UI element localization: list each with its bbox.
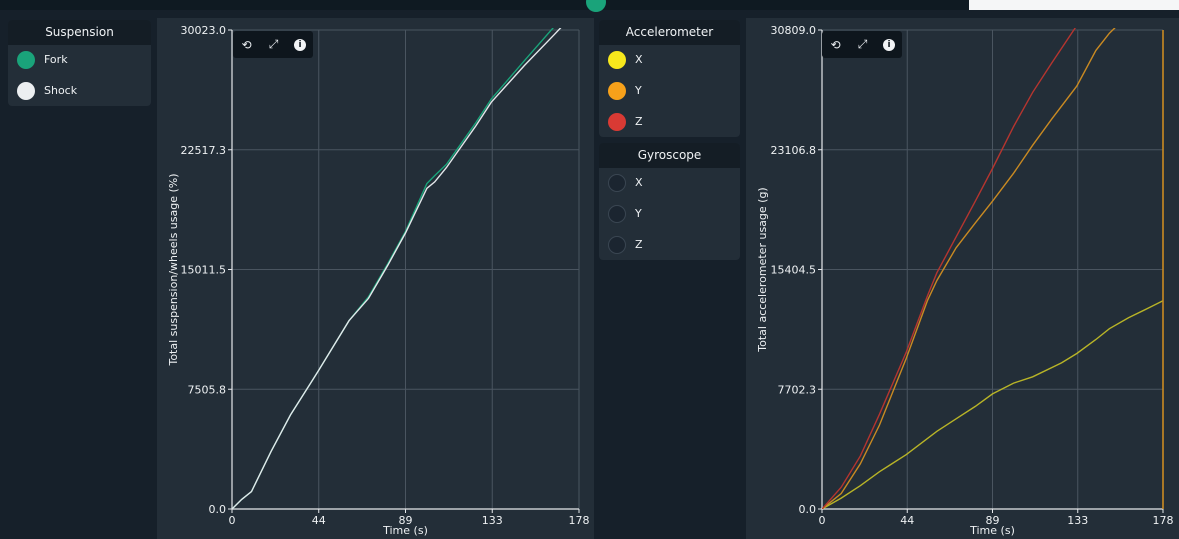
top-bar-right (969, 0, 1179, 10)
gyro-z-color-dot (608, 236, 626, 254)
legend-label: Z (635, 238, 643, 251)
legend-label: Shock (44, 84, 78, 97)
y-tick-label: 15011.5 (181, 264, 227, 277)
x-tick-label: 0 (229, 514, 236, 527)
expand-icon[interactable]: ⤢ (857, 37, 868, 51)
legend-label: X (635, 53, 643, 66)
x-tick-label: 178 (1153, 514, 1174, 527)
gyro-x-color-dot (608, 174, 626, 192)
y-tick-label: 0.0 (209, 503, 227, 516)
expand-icon[interactable]: ⤢ (268, 37, 279, 51)
reset-icon[interactable]: ⟲ (241, 37, 252, 52)
accelerometer-chart-toolbar: ⟲ ⤢ i (822, 31, 902, 58)
y-tick-label: 23106.8 (771, 144, 817, 157)
accelerometer-legend-title: Accelerometer (599, 20, 740, 45)
y-tick-label: 7702.3 (778, 383, 817, 396)
legend-label: X (635, 176, 643, 189)
y-tick-label: 7505.8 (188, 383, 227, 396)
legend-item-shock[interactable]: Shock (8, 76, 151, 106)
series-line-z (822, 28, 1076, 509)
y-tick-label: 30023.0 (181, 24, 227, 37)
legend-label: Z (635, 115, 643, 128)
accelerometer-legend: Accelerometer X Y Z (599, 20, 740, 137)
legend-label: Y (635, 84, 642, 97)
legend-item-accel-x[interactable]: X (599, 45, 740, 76)
legend-item-gyro-y[interactable]: Y (599, 199, 740, 230)
series-line-shock (232, 28, 562, 509)
x-tick-label: 89 (986, 514, 1000, 527)
x-tick-label: 178 (569, 514, 590, 527)
x-tick-label: 44 (312, 514, 326, 527)
x-tick-label: 44 (900, 514, 914, 527)
accel-z-color-dot (608, 113, 626, 131)
gyroscope-legend-title: Gyroscope (599, 143, 740, 168)
info-icon[interactable]: i (294, 38, 306, 51)
reset-icon[interactable]: ⟲ (830, 37, 841, 52)
legend-item-accel-y[interactable]: Y (599, 76, 740, 107)
accel-x-color-dot (608, 51, 626, 69)
accelerometer-chart: 0 44 89 133 178 0.0 7702.3 15404.5 23106.8 30809.… (746, 18, 1179, 539)
x-axis-label: Time (s) (969, 524, 1015, 537)
series-line-x (822, 300, 1163, 509)
legend-item-gyro-z[interactable]: Z (599, 230, 740, 260)
y-tick-label: 22517.3 (181, 144, 227, 157)
x-tick-label: 89 (399, 514, 413, 527)
suspension-legend-title: Suspension (8, 20, 151, 45)
legend-label: Y (635, 207, 642, 220)
y-tick-label: 0.0 (799, 503, 817, 516)
shock-color-dot (17, 82, 35, 100)
legend-label: Fork (44, 53, 68, 66)
status-dot-icon (586, 0, 606, 12)
y-axis-label: Total suspension/wheels usage (%) (167, 173, 180, 366)
y-axis-label: Total accelerometer usage (g) (756, 187, 769, 352)
fork-color-dot (17, 51, 35, 69)
x-axis-label: Time (s) (382, 524, 428, 537)
y-tick-label: 30809.0 (771, 24, 817, 37)
legend-item-fork[interactable]: Fork (8, 45, 151, 76)
y-tick-label: 15404.5 (771, 264, 817, 277)
gyroscope-legend: Gyroscope X Y Z (599, 143, 740, 260)
suspension-legend: Suspension Fork Shock (8, 20, 151, 106)
suspension-chart-toolbar: ⟲ ⤢ i (233, 31, 313, 58)
series-line-y (822, 28, 1116, 509)
x-tick-label: 0 (819, 514, 826, 527)
x-tick-label: 133 (1067, 514, 1088, 527)
legend-item-gyro-x[interactable]: X (599, 168, 740, 199)
suspension-chart-svg: 0 44 89 133 178 0.0 7505.8 15011.5 22517.3 30023.… (167, 24, 590, 537)
suspension-chart: 0 44 89 133 178 0.0 7505.8 15011.5 22517.3 30023.… (157, 18, 594, 539)
gyro-y-color-dot (608, 205, 626, 223)
legend-item-accel-z[interactable]: Z (599, 107, 740, 137)
x-tick-label: 133 (482, 514, 503, 527)
accel-y-color-dot (608, 82, 626, 100)
accelerometer-chart-svg: 0 44 89 133 178 0.0 7702.3 15404.5 23106.8 30809.… (756, 24, 1174, 537)
info-icon[interactable]: i (883, 38, 895, 51)
